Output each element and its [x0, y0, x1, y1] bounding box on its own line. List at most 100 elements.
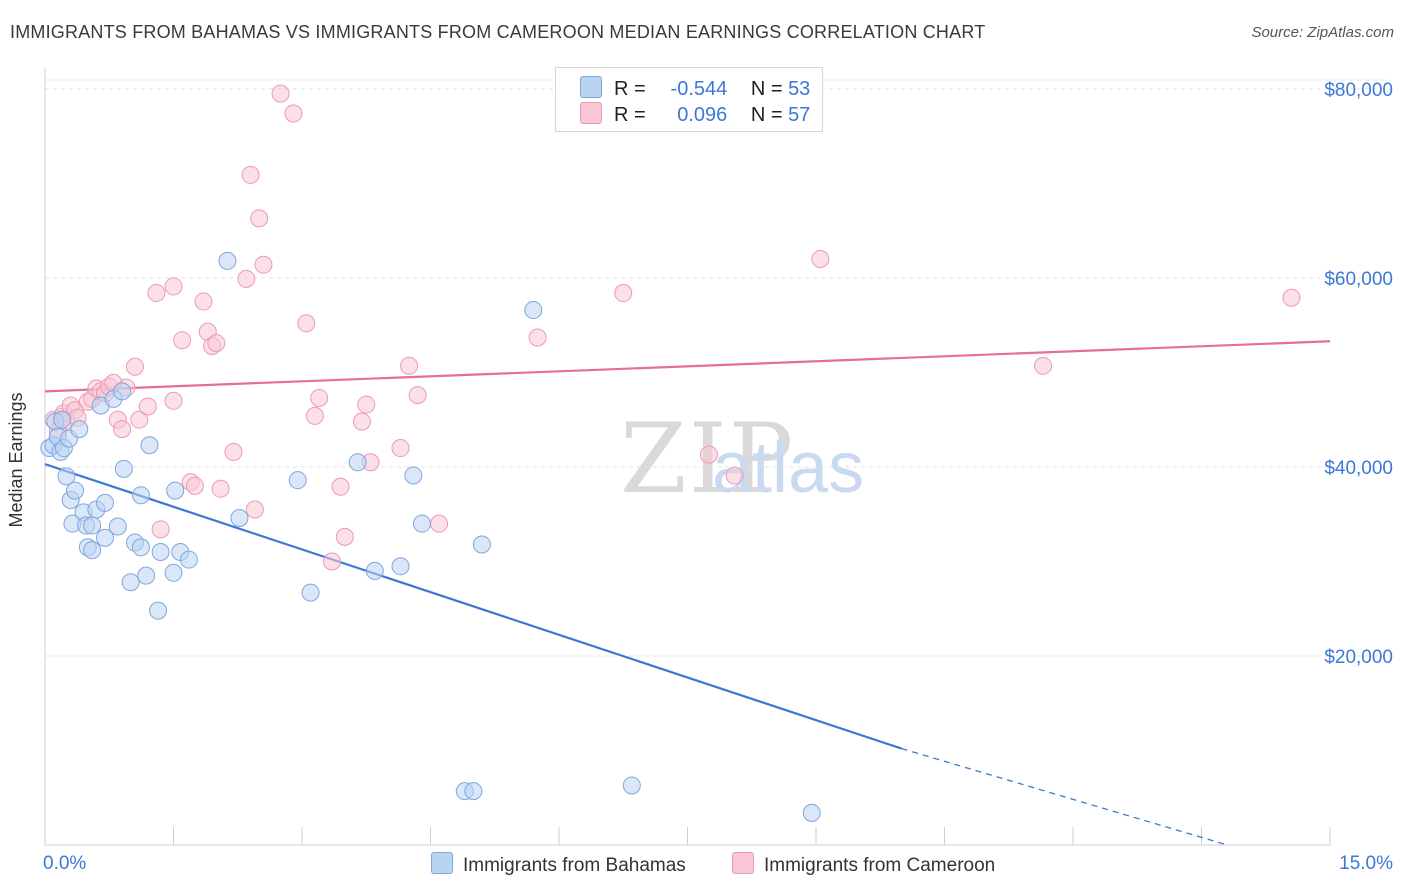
cameroon-point	[352, 412, 371, 431]
bahamas-trend-line	[44, 463, 903, 750]
bottom-legend-swatch-cameroon	[732, 852, 754, 874]
cameroon-point	[811, 250, 830, 269]
legend-n-label: N =	[750, 78, 783, 100]
cameroon-point	[725, 466, 744, 485]
cameroon-point	[528, 328, 547, 347]
cameroon-point	[245, 500, 264, 519]
cameroon-point	[430, 514, 449, 533]
y-tick-label: $80,000	[1324, 80, 1393, 101]
bahamas-point	[365, 561, 384, 580]
cameroon-point	[164, 277, 183, 296]
legend-n-value: 53	[788, 78, 811, 100]
bahamas-point	[622, 776, 641, 795]
bahamas-point	[301, 583, 320, 602]
bahamas-point	[121, 573, 140, 592]
cameroon-point	[113, 420, 132, 439]
bahamas-point	[83, 516, 102, 535]
bahamas-point	[57, 467, 76, 486]
cameroon-point	[297, 314, 316, 333]
bahamas-point	[65, 481, 84, 500]
cameroon-point	[335, 527, 354, 546]
bahamas-point	[218, 251, 237, 270]
cameroon-point	[391, 439, 410, 458]
y-tick-label: $20,000	[1324, 647, 1393, 668]
bahamas-point	[391, 557, 410, 576]
legend-r-label: R =	[614, 104, 646, 126]
bottom-legend-cameroon: Immigrants from Cameroon	[732, 852, 995, 877]
bahamas-point	[524, 301, 543, 320]
cameroon-point	[305, 406, 324, 425]
x-tick-label: 15.0%	[1339, 853, 1393, 874]
legend-swatch-cameroon	[580, 102, 602, 124]
cameroon-point	[211, 479, 230, 498]
bahamas-point	[53, 410, 72, 429]
cameroon-point	[147, 284, 166, 303]
bahamas-point	[179, 550, 198, 569]
legend-r-label: R =	[614, 78, 646, 100]
source-label: Source: ZipAtlas.com	[1251, 24, 1394, 41]
bahamas-point	[108, 517, 127, 536]
cameroon-point	[250, 209, 269, 228]
y-axis-label: Median Earnings	[6, 392, 26, 527]
bahamas-point	[140, 436, 159, 455]
bottom-legend-label-bahamas: Immigrants from Bahamas	[463, 855, 686, 876]
legend-row-bahamas: R = -0.544 N = 53	[580, 76, 810, 100]
bahamas-point	[151, 543, 170, 562]
bahamas-point	[114, 459, 133, 478]
bahamas-point	[137, 566, 156, 585]
legend-r-value: -0.544	[670, 78, 728, 100]
bahamas-point	[802, 803, 821, 822]
bahamas-point	[404, 466, 423, 485]
cameroon-point	[138, 397, 157, 416]
cameroon-point	[194, 292, 213, 311]
bahamas-point	[131, 538, 150, 557]
cameroon-point	[284, 104, 303, 123]
bahamas-point	[149, 601, 168, 620]
cameroon-point	[400, 356, 419, 375]
bahamas-point	[464, 782, 483, 801]
x-tick-label: 0.0%	[43, 853, 86, 874]
bottom-legend-label-cameroon: Immigrants from Cameroon	[764, 855, 996, 876]
cameroon-point	[241, 165, 260, 184]
bahamas-trend-extension	[901, 747, 1228, 846]
cameroon-point	[185, 476, 204, 495]
cameroon-point	[130, 410, 149, 429]
bahamas-point	[230, 508, 249, 527]
cameroon-point	[224, 442, 243, 461]
legend-swatch-bahamas	[580, 76, 602, 98]
cameroon-trend-line	[44, 340, 1331, 393]
cameroon-point	[357, 395, 376, 414]
cameroon-point	[173, 331, 192, 350]
bahamas-point	[70, 420, 89, 439]
cameroon-point	[237, 269, 256, 288]
bahamas-point	[95, 528, 114, 547]
cameroon-point	[271, 84, 290, 103]
cameroon-point	[1034, 356, 1053, 375]
bahamas-point	[164, 563, 183, 582]
bottom-legend-bahamas: Immigrants from Bahamas	[431, 852, 686, 877]
y-tick-label: $60,000	[1324, 269, 1393, 290]
cameroon-point	[254, 255, 273, 274]
stats-legend: R = -0.544 N = 53 R = 0.096 N = 57	[555, 67, 823, 132]
bahamas-point	[472, 535, 491, 554]
cameroon-point	[164, 391, 183, 410]
cameroon-point	[699, 445, 718, 464]
cameroon-point	[322, 552, 341, 571]
bahamas-point	[288, 471, 307, 490]
legend-r-value: 0.096	[677, 104, 728, 126]
cameroon-point	[331, 477, 350, 496]
bahamas-point	[83, 541, 102, 560]
bahamas-point	[131, 486, 150, 505]
cameroon-point	[310, 388, 329, 407]
bahamas-point	[95, 493, 114, 512]
cameroon-point	[207, 334, 226, 353]
legend-n-value: 57	[788, 104, 811, 126]
y-tick-label: $40,000	[1324, 458, 1393, 479]
bahamas-point	[166, 481, 185, 500]
bahamas-point	[412, 514, 431, 533]
legend-n-label: N =	[750, 104, 783, 126]
cameroon-point	[125, 357, 144, 376]
chart-title: IMMIGRANTS FROM BAHAMAS VS IMMIGRANTS FR…	[10, 22, 986, 42]
cameroon-point	[151, 520, 170, 539]
cameroon-point	[408, 386, 427, 405]
